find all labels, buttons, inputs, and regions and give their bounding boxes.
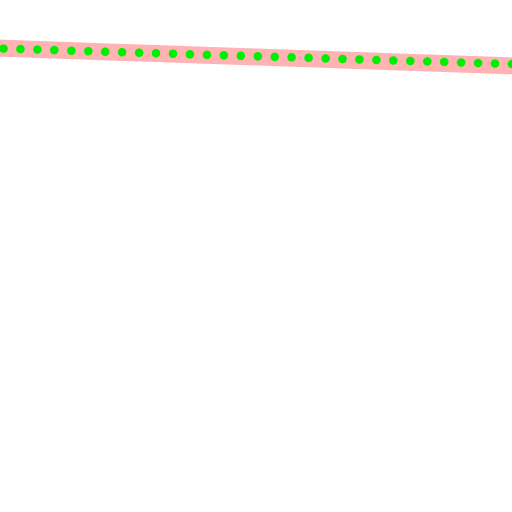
green-dot (151, 48, 161, 58)
green-dot (50, 45, 59, 55)
green-dot (185, 50, 195, 59)
green-dot (490, 59, 500, 68)
green-dot (456, 58, 466, 67)
green-dot (33, 45, 42, 54)
green-dot (67, 46, 76, 55)
green-dot (287, 53, 296, 62)
green-dot (439, 57, 449, 67)
green-dot (16, 44, 25, 54)
green-dot (355, 55, 364, 64)
green-dot (117, 47, 127, 57)
green-dot (406, 56, 415, 66)
green-dot (304, 53, 313, 63)
green-dot (202, 50, 212, 60)
green-dot (236, 51, 246, 61)
green-dot (389, 56, 398, 65)
green-dot (134, 48, 144, 57)
green-dot (270, 52, 280, 62)
green-dot (372, 55, 381, 65)
green-dot (168, 49, 178, 58)
dot-row (0, 44, 512, 69)
green-dot (253, 52, 263, 61)
green-dot (423, 57, 432, 66)
green-dot (473, 58, 483, 68)
green-dot (100, 47, 110, 56)
green-dot (84, 46, 93, 56)
green-dot (507, 59, 512, 69)
green-dot (321, 54, 330, 63)
green-dot (0, 44, 8, 53)
green-dot (338, 54, 347, 64)
green-dot (219, 51, 229, 60)
